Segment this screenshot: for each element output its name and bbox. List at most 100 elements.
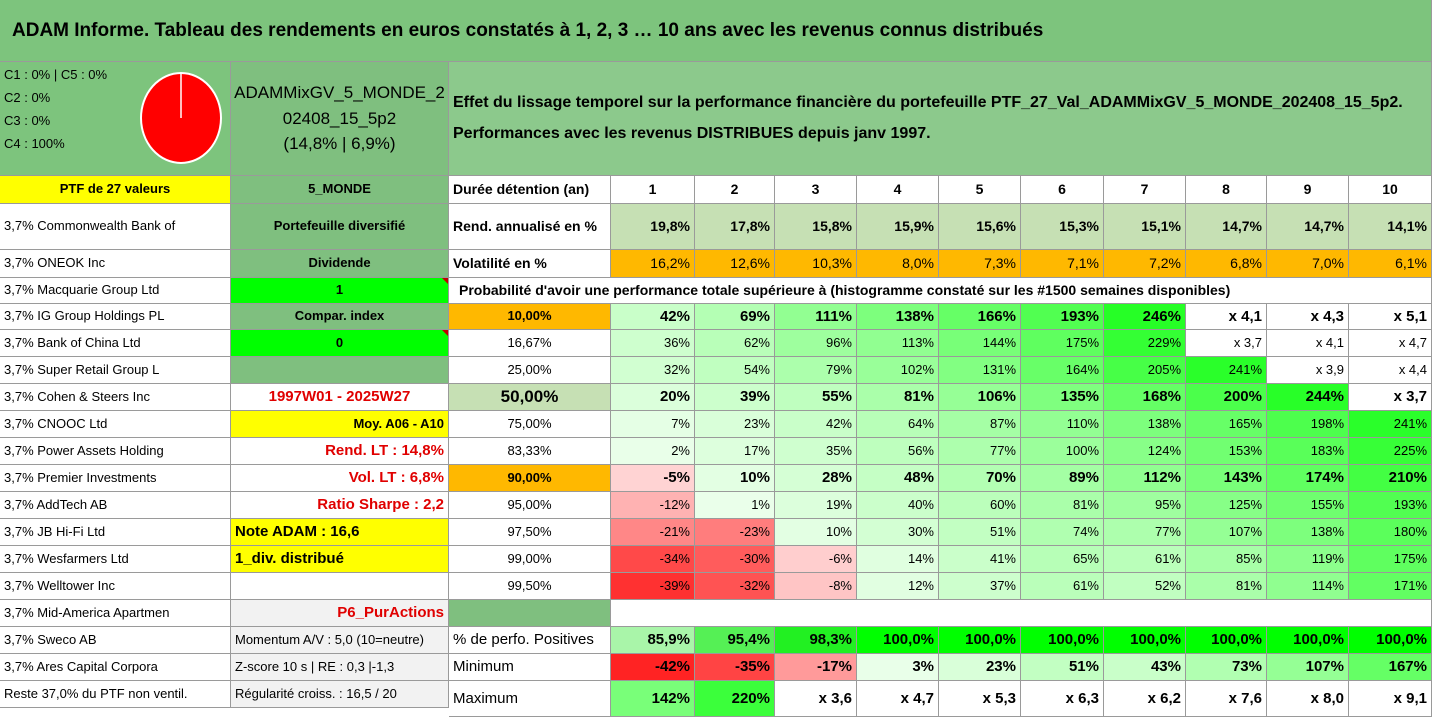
holding-name: 3,7% Welltower Inc: [0, 573, 231, 600]
rend-value: 15,6%: [939, 204, 1021, 250]
probability-value: 164%: [1021, 357, 1104, 384]
holding-name: 3,7% Commonwealth Bank of: [0, 204, 231, 250]
probability-value: 180%: [1349, 519, 1432, 546]
rend-value: 14,1%: [1349, 204, 1432, 250]
probability-value: 7%: [611, 411, 695, 438]
probability-value: 229%: [1104, 330, 1186, 357]
portfolio-name-line2: 02408_15_5p2: [282, 108, 397, 128]
probability-value: 125%: [1186, 492, 1267, 519]
summary-value: x 6,3: [1021, 681, 1104, 717]
probability-value: 106%: [939, 384, 1021, 411]
probability-value: 52%: [1104, 573, 1186, 600]
probability-value: 113%: [857, 330, 939, 357]
probability-value: 74%: [1021, 519, 1104, 546]
probability-value: 19%: [775, 492, 857, 519]
probability-value: -30%: [695, 546, 775, 573]
probability-value: 65%: [1021, 546, 1104, 573]
probability-value: 119%: [1267, 546, 1349, 573]
summary-value: 142%: [611, 681, 695, 717]
probability-value: 40%: [857, 492, 939, 519]
probability-value: 171%: [1349, 573, 1432, 600]
summary-value: 167%: [1349, 654, 1432, 681]
probability-value: 61%: [1104, 546, 1186, 573]
year-header: 9: [1267, 176, 1349, 204]
probability-value: 175%: [1349, 546, 1432, 573]
vol-value: 7,2%: [1104, 250, 1186, 278]
info-cell: 1997W01 - 2025W27: [231, 384, 449, 411]
probability-value: 12%: [857, 573, 939, 600]
probability-value: 70%: [939, 465, 1021, 492]
probability-value: 37%: [939, 573, 1021, 600]
probability-value: 56%: [857, 438, 939, 465]
year-header: 2: [695, 176, 775, 204]
summary-value: 43%: [1104, 654, 1186, 681]
vol-value: 7,3%: [939, 250, 1021, 278]
probability-value: -32%: [695, 573, 775, 600]
probability-value: 131%: [939, 357, 1021, 384]
probability-value: 165%: [1186, 411, 1267, 438]
probability-value: 110%: [1021, 411, 1104, 438]
probability-value: 77%: [939, 438, 1021, 465]
vol-value: 16,2%: [611, 250, 695, 278]
holding-name: 3,7% Mid-America Apartmen: [0, 600, 231, 627]
vol-value: 8,0%: [857, 250, 939, 278]
holding-name: 3,7% Wesfarmers Ltd: [0, 546, 231, 573]
probability-level: 90,00%: [449, 465, 611, 492]
probability-value: 124%: [1104, 438, 1186, 465]
rend-value: 15,8%: [775, 204, 857, 250]
description-line2: Performances avec les revenus DISTRIBUES…: [453, 124, 931, 142]
probability-value: 10%: [695, 465, 775, 492]
probability-value: 241%: [1349, 411, 1432, 438]
probability-value: 143%: [1186, 465, 1267, 492]
probability-level: 99,00%: [449, 546, 611, 573]
probability-value: x 4,3: [1267, 304, 1349, 330]
probability-value: 54%: [695, 357, 775, 384]
probability-value: 89%: [1021, 465, 1104, 492]
summary-value: 98,3%: [775, 627, 857, 654]
probability-value: x 3,7: [1349, 384, 1432, 411]
summary-value: x 5,3: [939, 681, 1021, 717]
probability-value: 81%: [1021, 492, 1104, 519]
summary-value: 51%: [1021, 654, 1104, 681]
vol-value: 12,6%: [695, 250, 775, 278]
summary-value: -17%: [775, 654, 857, 681]
probability-value: 138%: [1267, 519, 1349, 546]
probability-value: 14%: [857, 546, 939, 573]
info-cell: Vol. LT : 6,8%: [231, 465, 449, 492]
rend-value: 15,3%: [1021, 204, 1104, 250]
rend-value: 15,1%: [1104, 204, 1186, 250]
probability-value: 102%: [857, 357, 939, 384]
probability-value: -8%: [775, 573, 857, 600]
holding-name: Reste 37,0% du PTF non ventil.: [0, 681, 231, 708]
probability-value: 81%: [1186, 573, 1267, 600]
rend-value: 14,7%: [1267, 204, 1349, 250]
info-cell: Dividende: [231, 250, 449, 278]
probability-value: -23%: [695, 519, 775, 546]
probability-value: 62%: [695, 330, 775, 357]
probability-value: 41%: [939, 546, 1021, 573]
probability-value: 23%: [695, 411, 775, 438]
portfolio-name-line1: ADAMMixGV_5_MONDE_2: [234, 83, 445, 103]
probability-value: 210%: [1349, 465, 1432, 492]
summary-value: 100,0%: [857, 627, 939, 654]
portfolio-name-box: ADAMMixGV_5_MONDE_2 02408_15_5p2 (14,8% …: [231, 62, 449, 176]
holding-name: 3,7% Power Assets Holding: [0, 438, 231, 465]
years-label: Durée détention (an): [449, 176, 611, 204]
probability-value: 112%: [1104, 465, 1186, 492]
allocation-line: C2 : 0%: [4, 89, 51, 105]
summary-value: x 9,1: [1349, 681, 1432, 717]
probability-value: 246%: [1104, 304, 1186, 330]
info-cell: Moy. A06 - A10: [231, 411, 449, 438]
probability-value: 17%: [695, 438, 775, 465]
probability-value: 48%: [857, 465, 939, 492]
holding-name: 3,7% Bank of China Ltd: [0, 330, 231, 357]
probability-value: 244%: [1267, 384, 1349, 411]
probability-value: -21%: [611, 519, 695, 546]
summary-value: 85,9%: [611, 627, 695, 654]
probability-value: 174%: [1267, 465, 1349, 492]
rend-value: 17,8%: [695, 204, 775, 250]
probability-value: 30%: [857, 519, 939, 546]
info-cell: Note ADAM : 16,6: [231, 519, 449, 546]
summary-value: x 6,2: [1104, 681, 1186, 717]
probability-value: 79%: [775, 357, 857, 384]
